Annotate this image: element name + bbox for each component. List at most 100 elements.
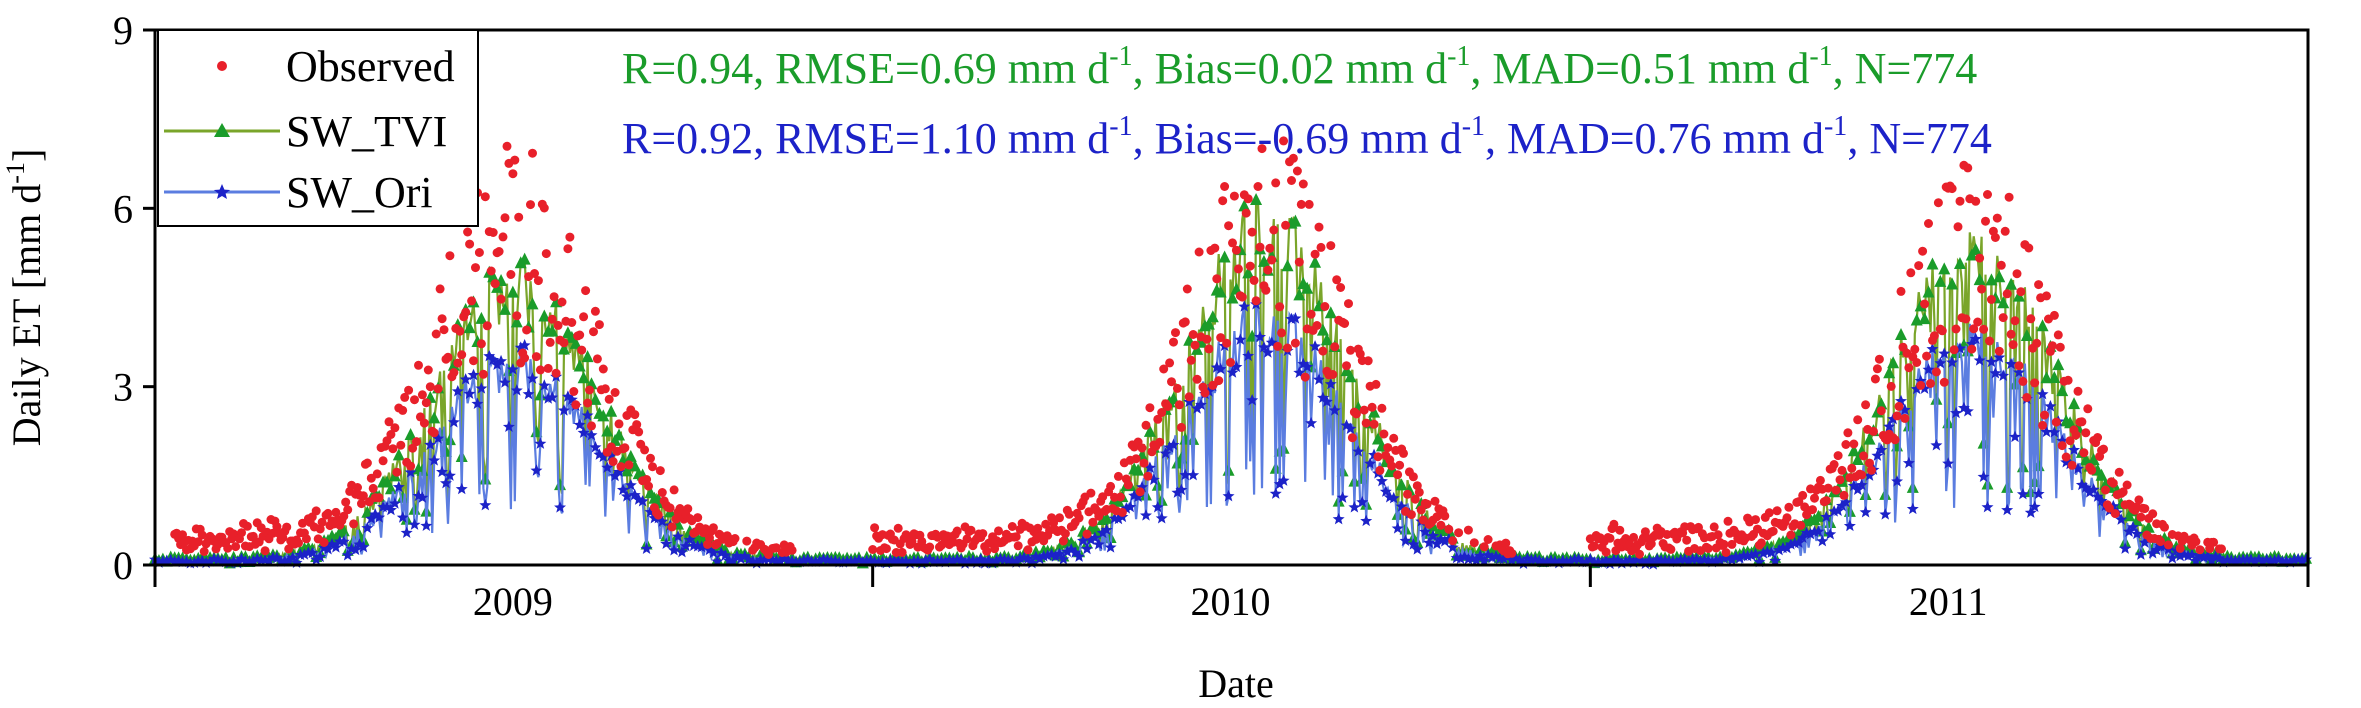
observed-point [526, 200, 535, 210]
observed-point [510, 155, 520, 165]
sw-tvi-point [1938, 262, 1951, 275]
observed-point [1383, 443, 1393, 453]
sw-ori-point [668, 544, 681, 556]
observed-point [1371, 379, 1381, 389]
sw-ori-point [263, 554, 276, 566]
observed-point [1479, 542, 1489, 552]
observed-point [1912, 358, 1922, 367]
observed-point [429, 428, 439, 438]
sw-ori-point [2288, 553, 2301, 566]
observed-point [465, 239, 475, 249]
observed-point [478, 369, 488, 379]
sw-ori-point [2150, 543, 2163, 556]
sw-ori-point [1474, 549, 1487, 561]
sw-tvi-point [1934, 274, 1947, 287]
sw-ori-point [557, 404, 570, 416]
sw-ori-point [1312, 373, 1325, 385]
sw-ori-point [1639, 557, 1652, 570]
sw-ori-point [1517, 557, 1530, 569]
sw-ori-point [577, 426, 590, 439]
sw-ori-point [1049, 550, 1062, 562]
observed-point [655, 466, 665, 476]
observed-point [463, 227, 473, 237]
sw-ori-point [837, 556, 850, 568]
sw-ori-point [1489, 550, 1502, 562]
observed-point [2083, 404, 2093, 414]
sw-ori-point [966, 554, 979, 566]
observed-point [490, 279, 500, 289]
observed-point [378, 456, 388, 466]
observed-point [1182, 284, 1192, 294]
sw-ori-point [727, 554, 740, 567]
observed-point [1786, 530, 1796, 540]
observed-point [388, 444, 398, 454]
sw-tvi-point [2009, 377, 2022, 390]
sw-ori-point [152, 556, 165, 568]
observed-point [1416, 505, 1426, 515]
sw-ori-point [829, 554, 842, 567]
observed-point [242, 521, 252, 531]
observed-point [1094, 511, 1104, 521]
observed-point [1996, 260, 2006, 270]
sw-ori-point [247, 554, 260, 567]
sw-ori-point [774, 554, 787, 566]
observed-point [1163, 402, 1173, 411]
sw-ori-point [986, 556, 999, 569]
observed-point [2081, 428, 2091, 438]
observed-point [1058, 536, 1068, 546]
sw-ori-point [2130, 527, 2143, 540]
sw-ori-point [970, 556, 983, 569]
sw-ori-point [1859, 505, 1872, 518]
observed-point [1983, 190, 1992, 199]
observed-point [1609, 519, 1619, 529]
observed-point [474, 248, 484, 257]
sw-ori-point [1277, 474, 1290, 486]
sw-ori-point [2123, 525, 2136, 537]
sw-tvi-line [154, 196, 2307, 567]
observed-point [589, 327, 598, 337]
sw-tvi-point [2068, 397, 2081, 410]
sw-ori-point [1855, 478, 1868, 491]
sw-ori-point [243, 555, 256, 568]
sw-ori-point [1466, 552, 1479, 564]
observed-point [1727, 539, 1737, 549]
sw-ori-point [2272, 553, 2285, 565]
sw-ori-point [955, 553, 968, 565]
sw-ori-point [1143, 461, 1156, 473]
sw-ori-point [286, 551, 299, 563]
sw-ori-point [2201, 549, 2214, 562]
sw-ori-point [510, 384, 523, 396]
observed-point [1709, 522, 1719, 532]
observed-point [553, 320, 563, 330]
observed-point [708, 523, 718, 533]
observed-point [317, 517, 327, 527]
sw-ori-point [1324, 377, 1337, 390]
observed-point [223, 543, 233, 553]
sw-ori-point [188, 556, 201, 569]
observed-point [1186, 355, 1196, 365]
sw-tvi-point [479, 472, 492, 485]
sw-ori-point [2229, 554, 2242, 567]
sw-ori-point [1600, 554, 1613, 566]
observed-point [1924, 219, 1933, 228]
sw-ori-point [1875, 443, 1888, 456]
sw-ori-point [2248, 555, 2261, 568]
observed-point [421, 398, 431, 408]
sw-ori-point [2138, 536, 2151, 548]
observed-point [1448, 536, 1458, 546]
observed-point [1351, 409, 1361, 419]
sw-ori-point [1084, 533, 1097, 546]
observed-point [590, 306, 600, 316]
sw-tvi-point [1851, 453, 1864, 466]
observed-point [978, 529, 988, 539]
observed-point [2018, 376, 2028, 386]
sw-ori-point [1843, 519, 1856, 532]
sw-ori-point [1961, 405, 1974, 417]
observed-point [2032, 338, 2042, 348]
sw-ori-point [1222, 489, 1235, 502]
observed-point [443, 352, 453, 362]
observed-point [1141, 420, 1151, 430]
sw-ori-point [1733, 551, 1746, 564]
observed-point [358, 491, 368, 501]
observed-point [982, 546, 992, 556]
